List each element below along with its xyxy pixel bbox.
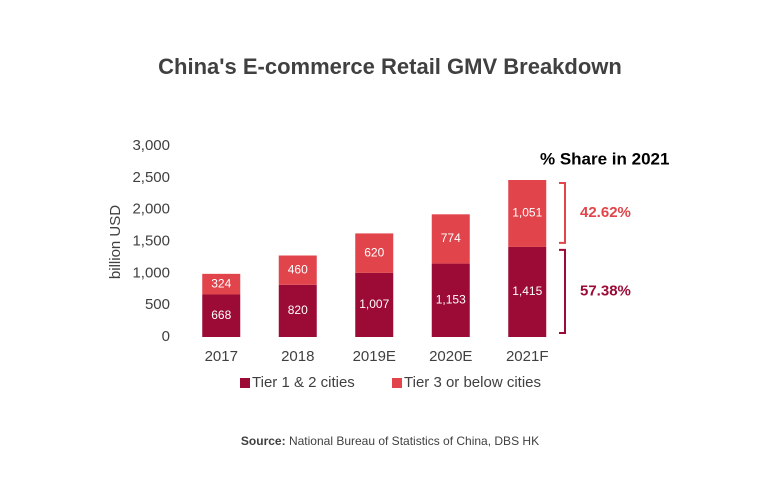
y-tick-label: 1,000: [132, 264, 170, 281]
legend-swatch: [392, 378, 402, 388]
value-label: 1,415: [512, 284, 542, 298]
bar-segment: [202, 273, 241, 295]
y-tick-label: 500: [145, 296, 170, 313]
share-label: 42.62%: [580, 204, 631, 221]
value-label: 620: [364, 245, 384, 259]
share-bracket: [559, 248, 566, 334]
y-axis-label: billion USD: [107, 205, 124, 279]
source: Source: National Bureau of Statistics of…: [241, 434, 539, 448]
x-tick-label: 2018: [281, 348, 314, 365]
value-label: 324: [211, 276, 231, 290]
source-text: National Bureau of Statistics of China, …: [289, 434, 539, 448]
value-label: 1,153: [436, 292, 466, 306]
legend-label: Tier 1 & 2 cities: [252, 374, 355, 391]
share-label: 57.38%: [580, 282, 631, 299]
y-tick-label: 2,000: [132, 201, 170, 218]
legend-label: Tier 3 or below cities: [404, 374, 541, 391]
share-bracket: [559, 181, 566, 244]
value-label: 1,007: [359, 297, 389, 311]
y-tick-label: 2,500: [132, 169, 170, 186]
share-title: % Share in 2021: [540, 149, 669, 168]
x-tick-label: 2019E: [353, 348, 396, 365]
bar-segment: [355, 272, 394, 337]
x-tick-label: 2021F: [506, 348, 549, 365]
chart-title: China's E-commerce Retail GMV Breakdown: [158, 54, 622, 79]
bar-segment: [431, 263, 470, 337]
bar-segment: [431, 214, 470, 264]
y-tick-label: 1,500: [132, 232, 170, 249]
value-label: 460: [288, 262, 308, 276]
value-label: 774: [441, 231, 461, 245]
bar-segment: [278, 255, 317, 285]
bar-segment: [355, 233, 394, 273]
y-tick-label: 0: [162, 328, 170, 345]
bar-segment: [508, 246, 547, 337]
source-label: Source:: [241, 434, 286, 448]
bar-segment: [202, 294, 241, 337]
x-tick-label: 2017: [205, 348, 238, 365]
value-label: 1,051: [512, 206, 542, 220]
value-label: 820: [288, 303, 308, 317]
y-tick-label: 3,000: [132, 137, 170, 154]
legend-swatch: [240, 378, 250, 388]
bar-segment: [278, 284, 317, 337]
value-label: 668: [211, 308, 231, 322]
x-tick-label: 2020E: [429, 348, 472, 365]
bar-segment: [508, 179, 547, 247]
